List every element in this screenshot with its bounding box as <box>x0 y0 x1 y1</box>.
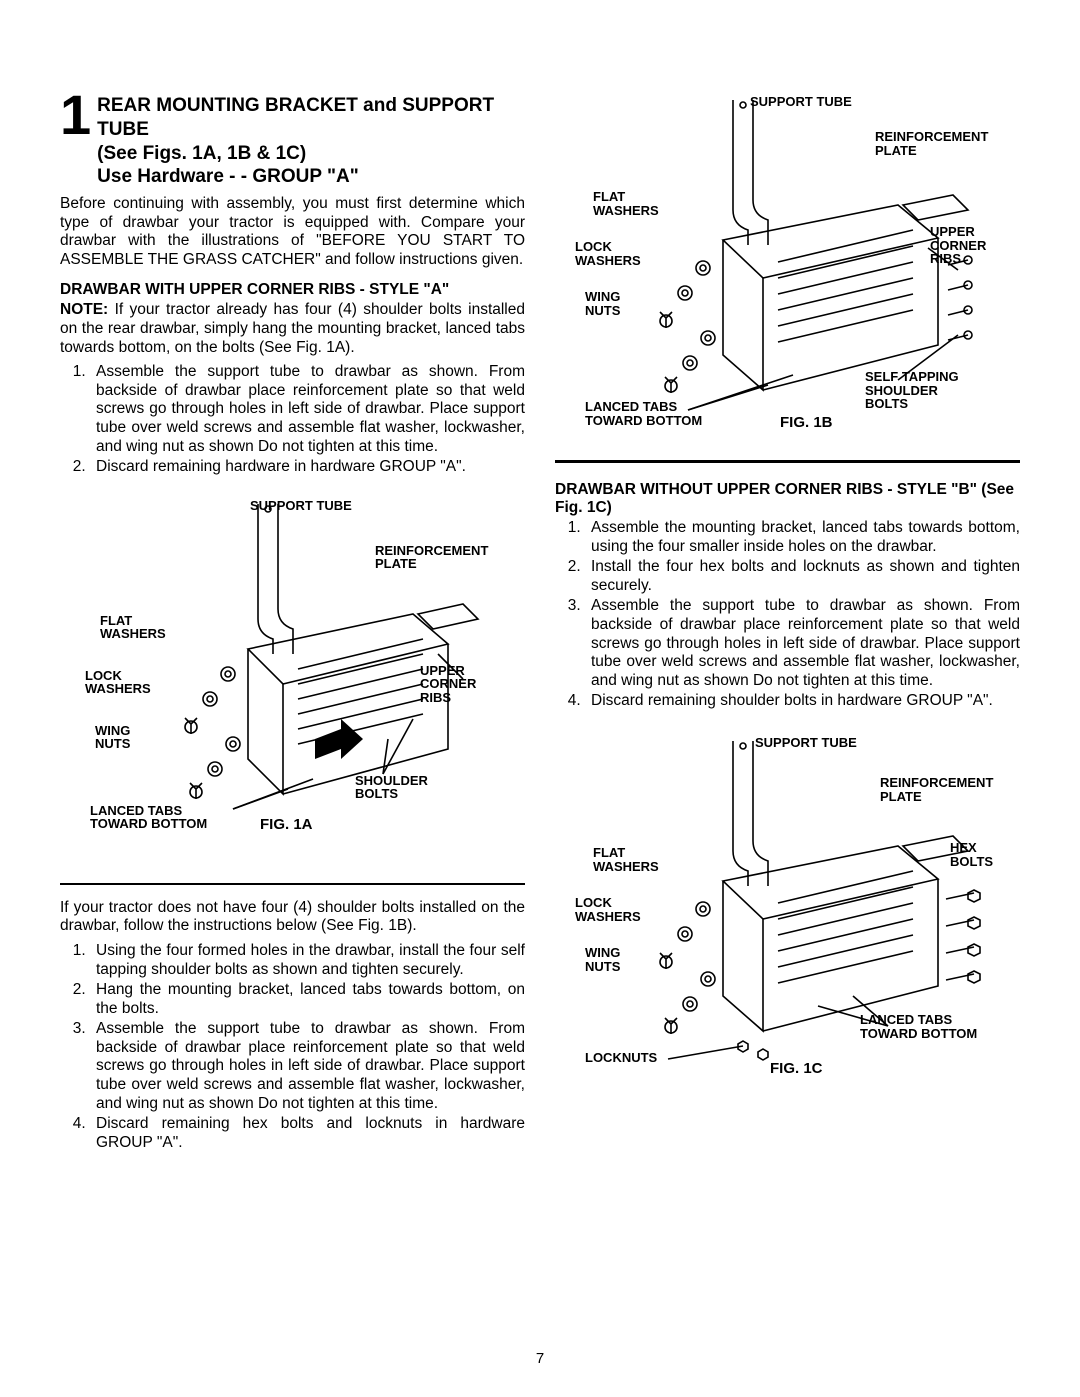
label-lanced-tabs: LANCED TABS TOWARD BOTTOM <box>90 804 207 831</box>
label-wing-nuts: WING NUTS <box>585 946 620 973</box>
left-column: 1 REAR MOUNTING BRACKET and SUPPORT TUBE… <box>60 90 525 1320</box>
divider-thick <box>555 460 1020 463</box>
section-b-steps: Assemble the mounting bracket, lanced ta… <box>555 519 1020 713</box>
label-wing-nuts: WING NUTS <box>95 724 130 751</box>
label-upper-corner-ribs: UPPER CORNER RIBS <box>420 664 476 705</box>
step-title-line3: Use Hardware - - GROUP "A" <box>97 166 359 187</box>
note-text: If your tractor already has four (4) sho… <box>60 301 525 355</box>
label-reinforcement-plate: REINFORCEMENT PLATE <box>375 544 488 571</box>
list-item: Assemble the mounting bracket, lanced ta… <box>585 519 1020 556</box>
list-item: Assemble the support tube to drawbar as … <box>90 1020 525 1113</box>
figure-1a-svg <box>83 489 503 829</box>
step-header: 1 REAR MOUNTING BRACKET and SUPPORT TUBE… <box>60 90 525 189</box>
label-flat-washers: FLAT WASHERS <box>593 846 659 873</box>
two-column-layout: 1 REAR MOUNTING BRACKET and SUPPORT TUBE… <box>60 90 1020 1320</box>
label-flat-washers: FLAT WASHERS <box>100 614 166 641</box>
list-b-steps: Using the four formed holes in the drawb… <box>60 942 525 1155</box>
figure-1c: SUPPORT TUBE REINFORCEMENT PLATE FLAT WA… <box>555 731 1020 1101</box>
section-a-note: NOTE: If your tractor already has four (… <box>60 301 525 357</box>
label-lock-washers: LOCK WASHERS <box>85 669 151 696</box>
list-item: Using the four formed holes in the drawb… <box>90 942 525 979</box>
list-item: Hang the mounting bracket, lanced tabs t… <box>90 981 525 1018</box>
list-item: Discard remaining hex bolts and locknuts… <box>90 1115 525 1152</box>
intro-paragraph: Before continuing with assembly, you mus… <box>60 195 525 269</box>
label-lock-washers: LOCK WASHERS <box>575 240 641 267</box>
figure-1a: SUPPORT TUBE REINFORCEMENT PLATE FLAT WA… <box>60 489 525 869</box>
label-locknuts: LOCKNUTS <box>585 1051 657 1065</box>
label-wing-nuts: WING NUTS <box>585 290 620 317</box>
list-item: Assemble the support tube to drawbar as … <box>90 363 525 456</box>
section-a-heading: DRAWBAR WITH UPPER CORNER RIBS - STYLE "… <box>60 281 525 299</box>
label-reinforcement-plate: REINFORCEMENT PLATE <box>875 130 988 157</box>
label-support-tube: SUPPORT TUBE <box>750 95 852 109</box>
figure-1c-caption: FIG. 1C <box>770 1061 823 1077</box>
step-number: 1 <box>60 90 91 140</box>
figure-1a-caption: FIG. 1A <box>260 817 313 833</box>
label-lanced-tabs: LANCED TABS TOWARD BOTTOM <box>585 400 702 427</box>
label-support-tube: SUPPORT TUBE <box>250 499 352 513</box>
mid-paragraph: If your tractor does not have four (4) s… <box>60 899 525 936</box>
label-support-tube: SUPPORT TUBE <box>755 736 857 750</box>
label-hex-bolts: HEX BOLTS <box>950 841 993 868</box>
divider <box>60 883 525 885</box>
right-column: SUPPORT TUBE REINFORCEMENT PLATE FLAT WA… <box>555 90 1020 1320</box>
label-shoulder-bolts: SHOULDER BOLTS <box>355 774 428 801</box>
section-a-steps: Assemble the support tube to drawbar as … <box>60 363 525 479</box>
label-lanced-tabs: LANCED TABS TOWARD BOTTOM <box>860 1013 977 1040</box>
step-title: REAR MOUNTING BRACKET and SUPPORT TUBE (… <box>97 90 525 189</box>
section-b-heading: DRAWBAR WITHOUT UPPER CORNER RIBS - STYL… <box>555 481 1020 517</box>
list-item: Assemble the support tube to drawbar as … <box>585 597 1020 690</box>
step-title-line1: REAR MOUNTING BRACKET and SUPPORT TUBE <box>97 95 494 140</box>
label-upper-corner-ribs: UPPER CORNER RIBS <box>930 225 986 266</box>
figure-1b-caption: FIG. 1B <box>780 415 833 431</box>
figure-1b: SUPPORT TUBE REINFORCEMENT PLATE FLAT WA… <box>555 90 1020 450</box>
label-self-tapping-bolts: SELF TAPPING SHOULDER BOLTS <box>865 370 959 411</box>
label-reinforcement-plate: REINFORCEMENT PLATE <box>880 776 993 803</box>
step-title-line2: (See Figs. 1A, 1B & 1C) <box>97 143 306 164</box>
list-item: Discard remaining hardware in hardware G… <box>90 458 525 477</box>
note-label: NOTE: <box>60 301 115 318</box>
list-item: Install the four hex bolts and locknuts … <box>585 558 1020 595</box>
label-lock-washers: LOCK WASHERS <box>575 896 641 923</box>
page-number: 7 <box>0 1350 1080 1367</box>
list-item: Discard remaining shoulder bolts in hard… <box>585 692 1020 711</box>
label-flat-washers: FLAT WASHERS <box>593 190 659 217</box>
